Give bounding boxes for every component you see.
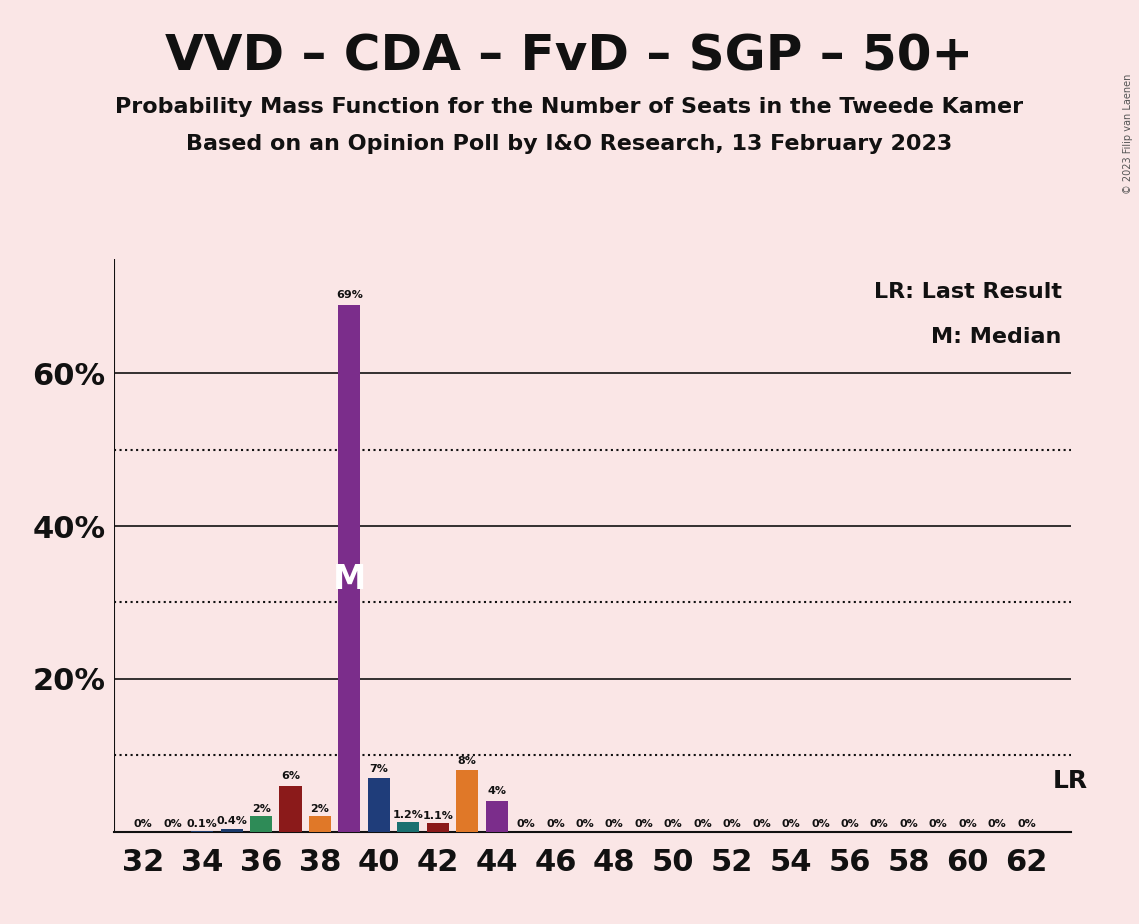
Text: VVD – CDA – FvD – SGP – 50+: VVD – CDA – FvD – SGP – 50+: [165, 32, 974, 80]
Text: M: M: [333, 563, 366, 596]
Bar: [309, 816, 331, 832]
Text: 0%: 0%: [781, 820, 801, 830]
Text: 0%: 0%: [517, 820, 535, 830]
Text: 0%: 0%: [752, 820, 771, 830]
Text: Based on an Opinion Poll by I&O Research, 13 February 2023: Based on an Opinion Poll by I&O Research…: [187, 134, 952, 154]
Bar: [456, 771, 478, 832]
Text: © 2023 Filip van Laenen: © 2023 Filip van Laenen: [1123, 74, 1133, 194]
Text: 0%: 0%: [928, 820, 948, 830]
Bar: [338, 305, 360, 832]
Text: 0%: 0%: [134, 820, 153, 830]
Bar: [251, 816, 272, 832]
Text: 0.4%: 0.4%: [216, 816, 247, 826]
Bar: [485, 801, 508, 832]
Text: 0%: 0%: [723, 820, 741, 830]
Text: Probability Mass Function for the Number of Seats in the Tweede Kamer: Probability Mass Function for the Number…: [115, 97, 1024, 117]
Bar: [221, 829, 243, 832]
Text: 7%: 7%: [369, 763, 388, 773]
Text: 1.1%: 1.1%: [423, 811, 453, 821]
Text: 0%: 0%: [634, 820, 653, 830]
Bar: [398, 822, 419, 832]
Bar: [427, 823, 449, 832]
Text: 0%: 0%: [900, 820, 918, 830]
Bar: [279, 785, 302, 832]
Text: 0%: 0%: [694, 820, 712, 830]
Text: 2%: 2%: [252, 804, 271, 814]
Text: 0%: 0%: [546, 820, 565, 830]
Text: 0%: 0%: [575, 820, 595, 830]
Text: 1.2%: 1.2%: [393, 810, 424, 821]
Text: 0%: 0%: [664, 820, 682, 830]
Bar: [368, 778, 390, 832]
Text: 69%: 69%: [336, 290, 363, 300]
Text: 0.1%: 0.1%: [187, 819, 218, 829]
Text: 4%: 4%: [487, 786, 506, 796]
Text: 0%: 0%: [988, 820, 1007, 830]
Text: 0%: 0%: [811, 820, 830, 830]
Text: 6%: 6%: [281, 772, 300, 781]
Text: 0%: 0%: [605, 820, 624, 830]
Text: M: Median: M: Median: [932, 327, 1062, 347]
Text: 0%: 0%: [1017, 820, 1035, 830]
Text: LR: LR: [1052, 769, 1088, 793]
Text: 0%: 0%: [841, 820, 859, 830]
Text: 0%: 0%: [870, 820, 888, 830]
Text: 0%: 0%: [958, 820, 977, 830]
Text: LR: Last Result: LR: Last Result: [874, 282, 1062, 301]
Text: 8%: 8%: [458, 756, 476, 766]
Text: 0%: 0%: [163, 820, 182, 830]
Text: 2%: 2%: [311, 804, 329, 814]
